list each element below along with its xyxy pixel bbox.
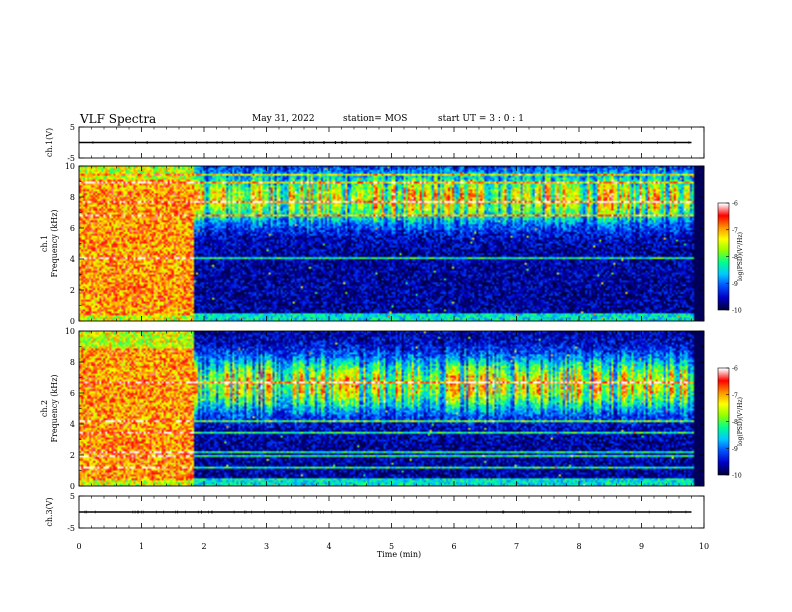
ch2-spectrogram-y-tick-label: 0 — [70, 482, 75, 491]
ch2-spectrogram-image — [79, 331, 704, 486]
ch2-spectrogram-colorbar — [718, 368, 729, 475]
ch2-spectrogram-y-tick-label: 6 — [70, 389, 75, 398]
ch1-spectrogram-y-axis-label: ch.1Frequency (kHz) — [40, 209, 59, 277]
ch2-spectrogram-colorbar-tick-label: -9 — [732, 446, 738, 453]
ch2-spectrogram-colorbar-tick-label: -6 — [732, 366, 738, 373]
ch1-spectrogram-image — [79, 166, 704, 321]
ch1-spectrogram-y-tick-label: 10 — [65, 162, 75, 171]
figure-title: VLF Spectra — [80, 112, 157, 126]
ch3-voltage-y-axis-label: ch.3(V) — [45, 497, 54, 526]
x-tick-label: 3 — [264, 542, 269, 551]
ch1-spectrogram-colorbar-label: log(PSD)(V²/Hz) — [737, 232, 744, 281]
ch1-spectrogram-y-tick-label: 8 — [70, 193, 75, 202]
ch1-spectrogram-colorbar-tick-label: -9 — [732, 281, 738, 288]
ch1-spectrogram-y-tick-label: 2 — [70, 286, 75, 295]
ch2-spectrogram-y-tick-label: 4 — [70, 420, 75, 429]
start-time-label: start UT = 3 : 0 : 1 — [438, 114, 524, 124]
x-tick-label: 0 — [76, 542, 81, 551]
ch3-voltage-y-tick-label: -5 — [67, 524, 75, 533]
x-tick-label: 9 — [639, 542, 644, 551]
spectrogram-layer — [79, 166, 729, 486]
ch1-voltage-y-tick-label: -5 — [67, 154, 75, 163]
ch2-spectrogram-y-tick-label: 2 — [70, 451, 75, 460]
ch1-spectrogram-y-tick-label: 4 — [70, 255, 75, 264]
x-tick-label: 7 — [514, 542, 519, 551]
axes-layer: 5 -5 ch.1(V) -6 -7 -8 -9 -10 log(PSD)(V²/Hz) 0 2 4 6… — [40, 123, 744, 551]
ch1-spectrogram-colorbar-tick-label: -8 — [732, 254, 738, 261]
ch2-spectrogram-colorbar-tick-label: -10 — [732, 473, 742, 480]
x-tick-label: 8 — [576, 542, 581, 551]
ch1-spectrogram-y-tick-label: 6 — [70, 224, 75, 233]
station-label: station= MOS — [343, 114, 408, 124]
x-tick-label: 5 — [389, 542, 394, 551]
ch2-spectrogram-colorbar-tick-label: -7 — [732, 392, 738, 399]
ch2-spectrogram-colorbar-label: log(PSD)(V²/Hz) — [737, 397, 744, 446]
ch2-spectrogram-y-tick-label: 10 — [65, 327, 75, 336]
x-axis-label: Time (min) — [377, 550, 421, 559]
ch1-voltage-y-tick-label: 5 — [70, 123, 75, 132]
ch2-spectrogram-y-tick-label: 8 — [70, 358, 75, 367]
ch3-voltage-y-tick-label: 5 — [70, 492, 75, 501]
ch1-spectrogram-colorbar-tick-label: -6 — [732, 201, 738, 208]
ch1-spectrogram-colorbar — [718, 203, 729, 310]
ch1-spectrogram-y-tick-label: 0 — [70, 317, 75, 326]
ch2-spectrogram-colorbar-tick-label: -8 — [732, 419, 738, 426]
x-tick-label: 4 — [326, 542, 331, 551]
x-tick-label: 2 — [201, 542, 206, 551]
x-tick-label: 6 — [451, 542, 456, 551]
date-label: May 31, 2022 — [252, 114, 315, 124]
x-tick-label: 10 — [699, 542, 709, 551]
ch1-voltage-y-axis-label: ch.1(V) — [45, 128, 54, 157]
ch1-spectrogram-colorbar-tick-label: -7 — [732, 227, 738, 234]
ch2-spectrogram-y-axis-label: ch.2Frequency (kHz) — [40, 374, 59, 442]
ch1-spectrogram-colorbar-tick-label: -10 — [732, 308, 742, 315]
x-tick-label: 1 — [139, 542, 144, 551]
